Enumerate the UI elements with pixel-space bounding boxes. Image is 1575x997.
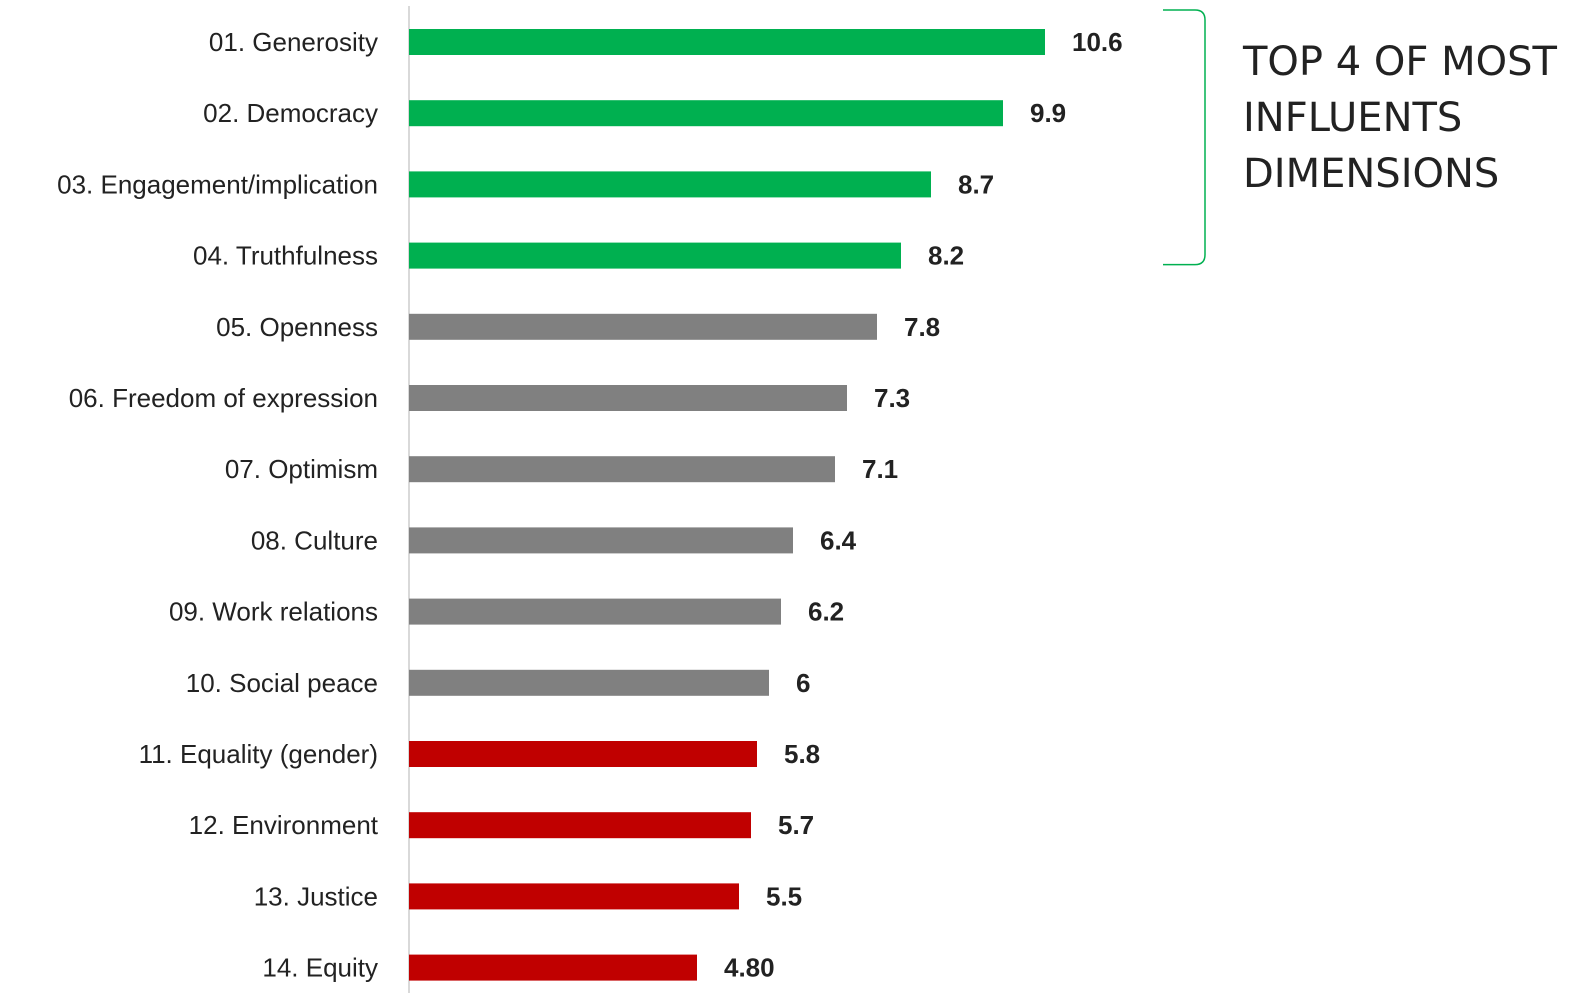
category-label: 13. Justice [254, 881, 378, 911]
value-label: 9.9 [1030, 98, 1066, 128]
value-label: 7.8 [904, 312, 940, 342]
bar [409, 385, 847, 411]
category-label: 05. Openness [216, 312, 378, 342]
category-label: 08. Culture [251, 525, 378, 555]
category-label: 04. Truthfulness [193, 241, 378, 271]
value-label: 4.80 [724, 953, 775, 983]
bar [409, 954, 697, 981]
bar [409, 100, 1003, 127]
category-label: 07. Optimism [225, 454, 378, 484]
value-label: 6.2 [808, 597, 844, 627]
category-label: 12. Environment [189, 810, 379, 840]
bar [409, 883, 739, 910]
top4-bracket [1163, 9, 1206, 266]
value-label: 7.3 [874, 383, 910, 413]
bar [409, 741, 757, 767]
value-label: 7.1 [862, 454, 898, 484]
value-label: 5.7 [778, 810, 814, 840]
bar [409, 812, 751, 839]
category-label: 01. Generosity [209, 27, 378, 57]
value-label: 8.7 [958, 169, 994, 199]
category-label: 02. Democracy [203, 98, 378, 128]
bar [409, 313, 877, 340]
bar [409, 242, 901, 269]
bar [409, 598, 781, 625]
callout-line-2: INFLUENTS [1243, 95, 1462, 141]
category-label: 06. Freedom of expression [69, 383, 378, 413]
category-label: 03. Engagement/implication [57, 169, 378, 199]
category-label: 14. Equity [262, 953, 378, 983]
value-label: 6 [796, 668, 810, 698]
value-label: 8.2 [928, 241, 964, 271]
value-label: 6.4 [820, 525, 857, 555]
callout-line-3: DIMENSIONS [1243, 151, 1499, 197]
value-label: 5.8 [784, 739, 820, 769]
bar [409, 29, 1045, 55]
bar [409, 171, 931, 198]
value-label: 10.6 [1072, 27, 1123, 57]
callout-line-1: TOP 4 OF MOST [1242, 39, 1558, 85]
category-label: 11. Equality (gender) [139, 739, 378, 769]
bar [409, 456, 835, 483]
bar [409, 669, 769, 696]
bar [409, 527, 793, 554]
value-label: 5.5 [766, 881, 802, 911]
category-label: 09. Work relations [169, 597, 378, 627]
category-label: 10. Social peace [186, 668, 378, 698]
